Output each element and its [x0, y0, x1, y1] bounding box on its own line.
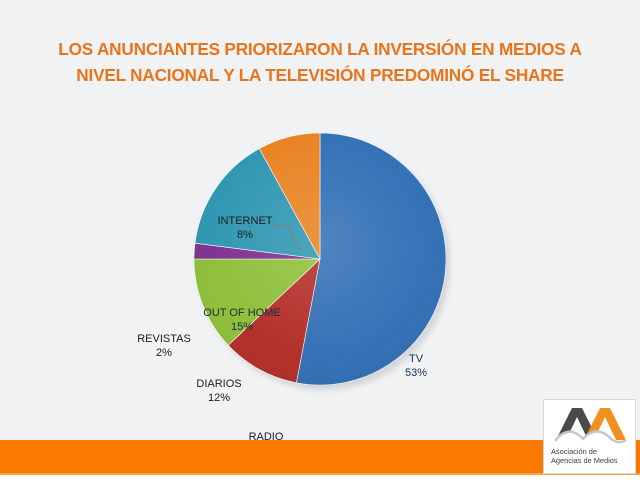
page-title-line-1: LOS ANUNCIANTES PRIORIZARON LA INVERSIÓN… — [58, 39, 582, 59]
pie-label-diarios-value: 12% — [207, 391, 231, 404]
pie-label-revistas-name: REVISTAS — [137, 333, 191, 345]
pie-slices — [194, 133, 446, 385]
page-title-line-2: NIVEL NACIONAL Y LA TELEVISIÓN PREDOMINÓ… — [76, 65, 564, 85]
footer-base — [0, 475, 640, 481]
logo-text: Asociación de Agencias de Medios — [551, 447, 631, 465]
pie-chart: TV 53% RADIO 10% DIARIOS 12% REVISTAS 2%… — [0, 100, 640, 457]
pie-label-revistas: REVISTAS 2% — [126, 333, 202, 360]
logo-text-line-2: Agencias de Medios — [551, 456, 618, 465]
double-a-logo-icon — [554, 408, 627, 446]
footer-divider — [0, 473, 640, 475]
pie-chart-graphic — [194, 133, 450, 390]
page-title: LOS ANUNCIANTES PRIORIZARON LA INVERSIÓN… — [18, 36, 622, 88]
logo-text-line-1: Asociación de — [551, 447, 598, 456]
pie-label-revistas-value: 2% — [156, 346, 172, 359]
logo: Asociación de Agencias de Medios — [543, 399, 636, 474]
footer-bar — [0, 440, 640, 473]
internet-leader-line — [271, 223, 301, 251]
